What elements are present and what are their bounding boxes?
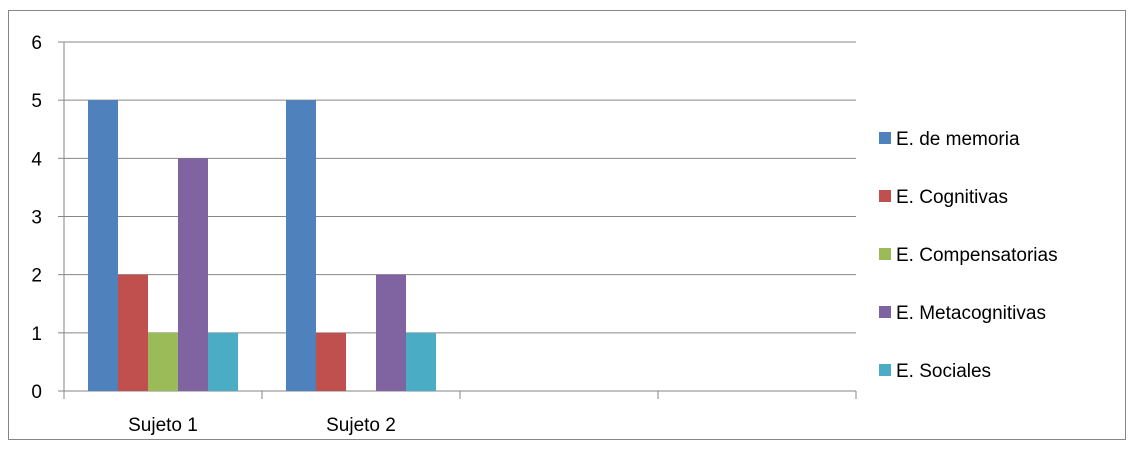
axis-labels: 0 1 2 3 4 5 6 Sujeto 1 Sujeto 2: [31, 33, 395, 436]
legend-swatch: [879, 248, 891, 260]
legend: E. de memoria E. Cognitivas E. Compensator…: [879, 129, 1058, 382]
bar: [88, 100, 118, 392]
y-tick-label: 3: [31, 208, 42, 229]
bars: [88, 100, 436, 392]
category-label: Sujeto 1: [128, 415, 198, 436]
legend-label: E. Metacognitivas: [896, 303, 1046, 324]
legend-swatch: [879, 364, 891, 376]
legend-swatch: [879, 190, 891, 202]
y-tick-label: 1: [31, 324, 42, 345]
legend-label: E. de memoria: [896, 129, 1020, 150]
legend-label: E. Sociales: [896, 361, 991, 382]
bar: [148, 332, 178, 391]
y-tick-label: 6: [31, 33, 42, 54]
bar: [376, 274, 406, 391]
legend-label: E. Compensatorias: [896, 245, 1058, 266]
y-tick-label: 0: [31, 382, 42, 403]
bar: [178, 158, 208, 391]
legend-swatch: [879, 132, 891, 144]
bar: [208, 332, 238, 391]
bar: [316, 332, 346, 391]
category-label: Sujeto 2: [326, 415, 396, 436]
y-tick-label: 5: [31, 91, 42, 112]
legend-label: E. Cognitivas: [896, 187, 1008, 208]
legend-swatch: [879, 306, 891, 318]
axes: [58, 41, 857, 399]
y-tick-label: 2: [31, 266, 42, 287]
bar: [118, 274, 148, 391]
y-tick-label: 4: [31, 149, 42, 170]
bar: [286, 100, 316, 392]
bar: [406, 332, 436, 391]
